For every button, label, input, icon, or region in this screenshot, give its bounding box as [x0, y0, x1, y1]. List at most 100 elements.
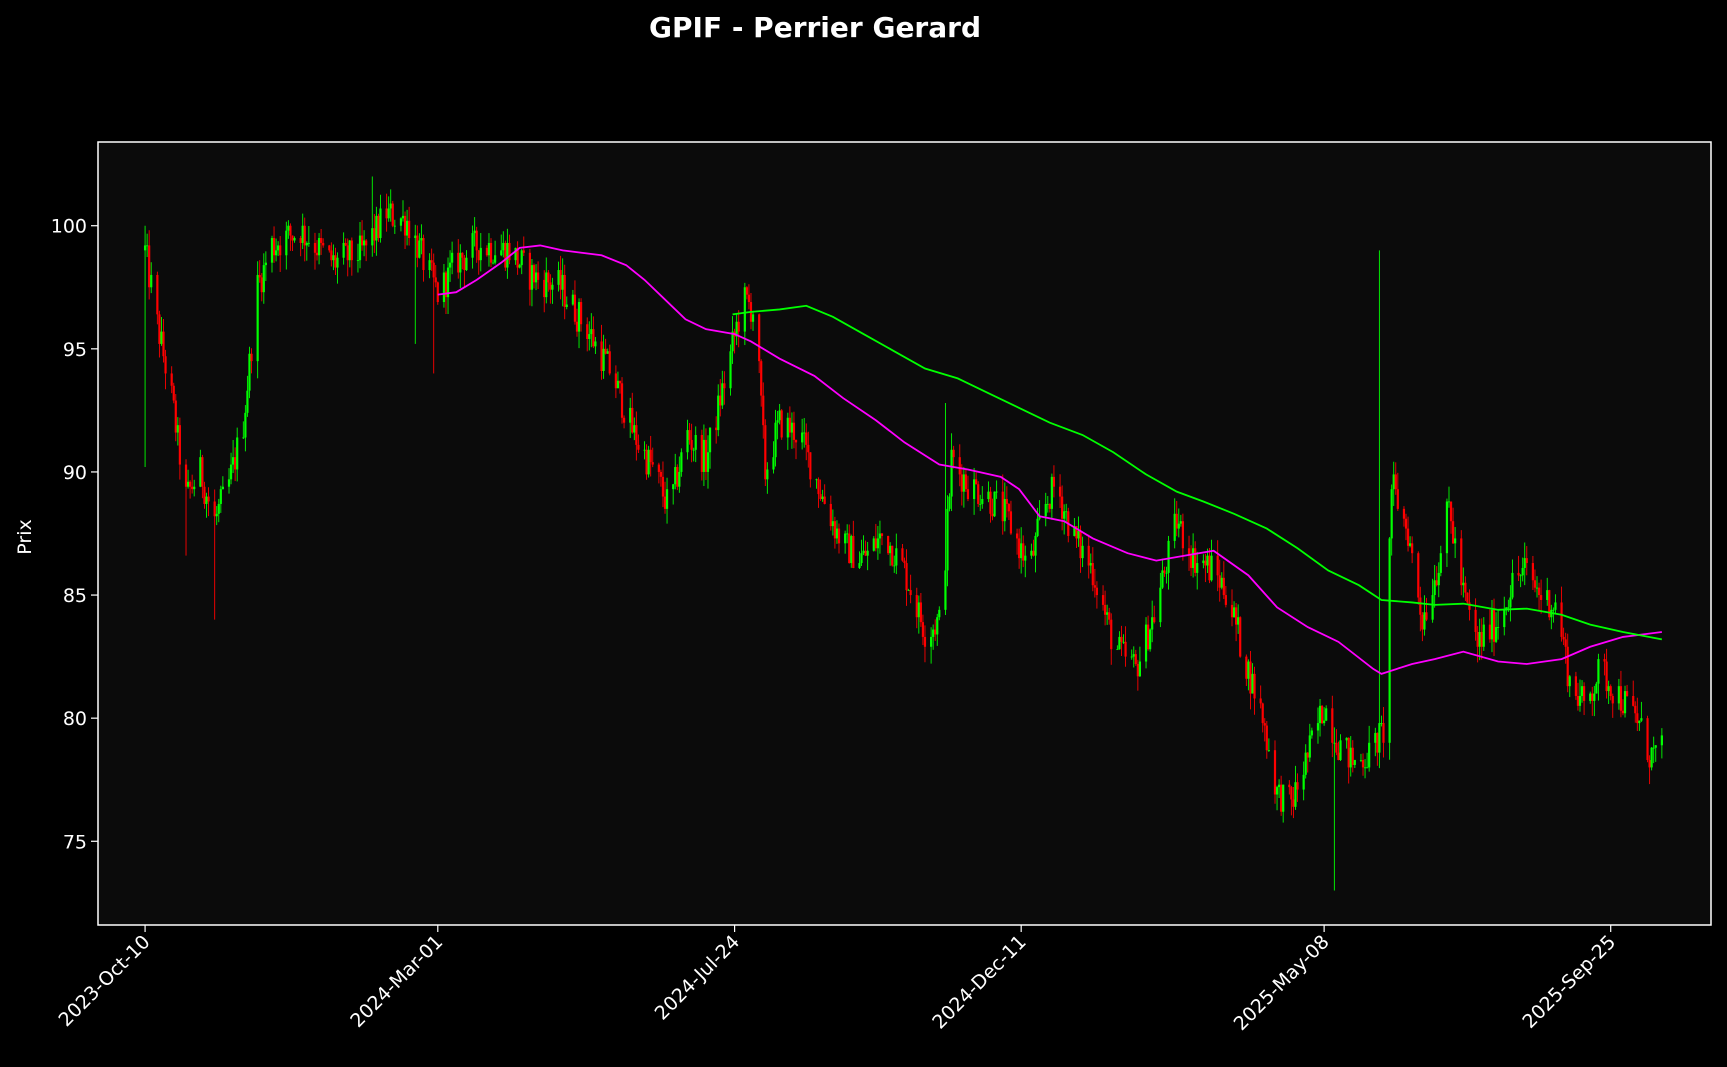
candle-body-405 — [1304, 752, 1307, 775]
candle-body-183 — [665, 489, 669, 509]
candle-body-164 — [614, 373, 617, 389]
candle-body-86 — [389, 203, 392, 209]
candle-body-1 — [146, 245, 149, 247]
candle-body-378 — [1224, 595, 1227, 605]
candle-body-329 — [1087, 545, 1090, 566]
candle-body-220 — [774, 422, 777, 458]
candle-body-400 — [1290, 787, 1293, 800]
candle-body-69 — [342, 242, 345, 258]
candle-body-134 — [528, 252, 532, 290]
candle-body-23 — [207, 496, 210, 502]
candle-body-332 — [1093, 585, 1096, 588]
candle-body-277 — [936, 617, 939, 635]
candle-body-67 — [334, 255, 337, 268]
candle-body-388 — [1253, 673, 1256, 699]
candle-body-477 — [1509, 597, 1512, 608]
candle-body-313 — [1038, 516, 1041, 519]
candle-body-27 — [219, 489, 222, 504]
candle-body-282 — [950, 449, 953, 497]
candle-body-248 — [852, 535, 855, 568]
candle-body-146 — [561, 274, 564, 290]
candle-body-225 — [788, 417, 791, 433]
plot-frame — [97, 141, 1712, 926]
candle-body-306 — [1020, 543, 1023, 559]
candle-body-119 — [485, 247, 489, 256]
candle-body-343 — [1124, 641, 1127, 657]
candle-body-110 — [459, 252, 462, 273]
candle-body-293 — [981, 499, 984, 504]
candle-body-360 — [1175, 513, 1178, 529]
candle-body-158 — [594, 341, 597, 347]
candle-body-152 — [577, 302, 581, 332]
candle-body-78 — [365, 240, 368, 246]
candle-body-528 — [1654, 745, 1657, 748]
candle-body-322 — [1065, 511, 1068, 513]
candle-body-49 — [285, 230, 288, 256]
candle-body-392 — [1265, 725, 1268, 751]
candle-body-412 — [1323, 720, 1326, 724]
candle-body-241 — [833, 521, 836, 539]
candle-body-74 — [356, 260, 360, 261]
candle-body-130 — [516, 247, 519, 268]
candle-body-401 — [1292, 799, 1295, 807]
candle-body-420 — [1347, 737, 1350, 768]
candle-body-202 — [721, 383, 724, 406]
candle-body-168 — [622, 417, 626, 423]
candle-body-327 — [1079, 531, 1082, 559]
candle-body-338 — [1110, 619, 1113, 650]
candle-body-30 — [229, 464, 233, 480]
candle-body-222 — [778, 410, 781, 421]
candle-body-60 — [315, 252, 319, 256]
candle-body-314 — [1044, 503, 1047, 517]
candle-body-472 — [1494, 627, 1498, 642]
candle-body-351 — [1149, 629, 1152, 650]
candle-body-188 — [680, 452, 683, 472]
candle-body-447 — [1423, 612, 1426, 630]
candle-body-138 — [537, 272, 540, 280]
candle-body-96 — [418, 240, 421, 258]
candle-body-464 — [1474, 609, 1477, 632]
candle-body-54 — [299, 238, 302, 243]
candle-body-524 — [1646, 718, 1649, 761]
candle-body-242 — [835, 528, 839, 539]
candle-body-52 — [291, 235, 294, 241]
candle-body-179 — [657, 464, 660, 472]
candle-body-15 — [186, 481, 190, 487]
candle-body-442 — [1409, 543, 1412, 546]
candle-body-448 — [1425, 612, 1428, 620]
candle-body-76 — [360, 235, 364, 246]
candle-body-387 — [1251, 673, 1254, 694]
candle-body-256 — [876, 538, 879, 549]
candle-body-418 — [1339, 740, 1342, 761]
candle-body-92 — [405, 220, 409, 236]
candle-body-519 — [1632, 696, 1635, 706]
candle-body-513 — [1611, 696, 1614, 704]
candle-body-320 — [1061, 496, 1064, 519]
candle-body-2 — [148, 245, 151, 288]
candle-body-251 — [862, 550, 865, 554]
candle-body-258 — [880, 533, 884, 536]
candle-body-506 — [1593, 693, 1596, 701]
candle-body-345 — [1132, 654, 1135, 657]
candle-body-91 — [403, 215, 407, 236]
candle-body-39 — [256, 274, 259, 362]
candle-body-147 — [563, 274, 566, 307]
candle-body-162 — [606, 351, 609, 354]
candle-body-56 — [303, 225, 306, 246]
y-tick-label-3: 90 — [63, 462, 87, 484]
candle-body-411 — [1320, 705, 1324, 724]
candle-body-309 — [1030, 550, 1033, 556]
candle-body-473 — [1497, 627, 1500, 628]
candle-body-200 — [717, 395, 720, 431]
candle-body-434 — [1388, 538, 1391, 743]
candle-body-61 — [317, 238, 321, 256]
candle-body-263 — [895, 548, 898, 566]
candle-body-331 — [1091, 563, 1094, 586]
candle-body-375 — [1218, 575, 1221, 588]
candle-body-159 — [600, 341, 603, 371]
candle-body-500 — [1576, 696, 1580, 706]
candle-body-58 — [307, 242, 310, 244]
candle-body-13 — [178, 425, 181, 465]
candle-body-299 — [1001, 491, 1004, 522]
chart-title: GPIF - Perrier Gerard — [649, 11, 981, 44]
